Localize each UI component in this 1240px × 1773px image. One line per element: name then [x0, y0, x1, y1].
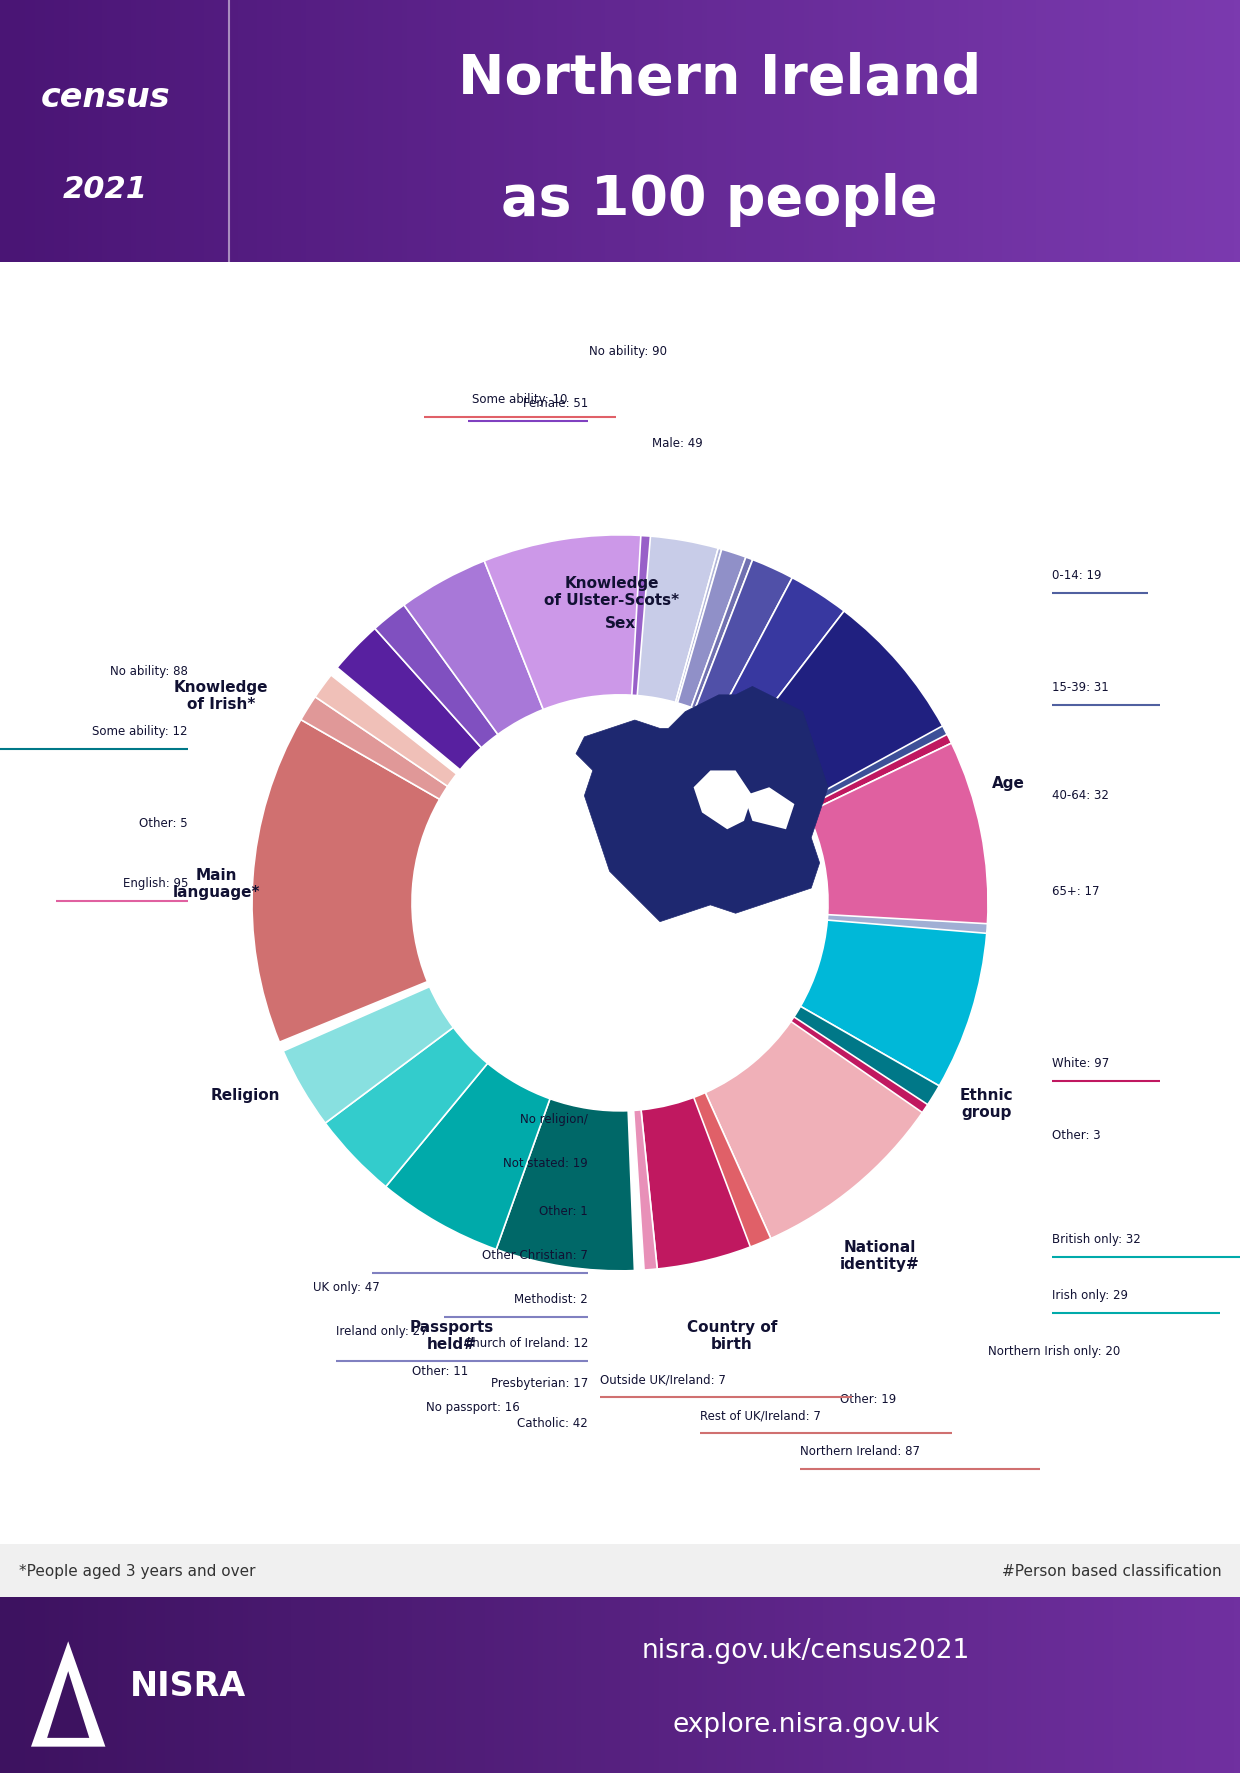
Wedge shape [496, 1099, 635, 1271]
Text: 40-64: 32: 40-64: 32 [1052, 789, 1109, 801]
Wedge shape [807, 743, 988, 924]
Text: census: census [41, 80, 170, 113]
Wedge shape [677, 550, 746, 707]
Text: Other: 5: Other: 5 [139, 817, 188, 830]
Wedge shape [374, 606, 498, 748]
Wedge shape [485, 535, 641, 711]
Text: Outside UK/Ireland: 7: Outside UK/Ireland: 7 [600, 1372, 725, 1385]
Polygon shape [577, 688, 828, 922]
Text: Other: 1: Other: 1 [539, 1204, 588, 1218]
Wedge shape [301, 697, 448, 800]
Text: Other Christian: 7: Other Christian: 7 [482, 1248, 588, 1262]
Wedge shape [325, 1028, 487, 1186]
Text: Church of Ireland: 12: Church of Ireland: 12 [464, 1337, 588, 1349]
Text: Northern Ireland: Northern Ireland [458, 51, 981, 106]
Wedge shape [252, 720, 440, 1043]
Text: Knowledge
of Irish*: Knowledge of Irish* [174, 679, 268, 711]
Text: Rest of UK/Ireland: 7: Rest of UK/Ireland: 7 [701, 1408, 821, 1422]
Text: Some ability: 12: Some ability: 12 [93, 725, 188, 738]
Wedge shape [404, 562, 543, 736]
Text: Age: Age [992, 777, 1025, 791]
Text: No ability: 88: No ability: 88 [110, 665, 188, 677]
Wedge shape [694, 560, 792, 720]
Text: #Person based classification: #Person based classification [1002, 1564, 1221, 1578]
Text: Northern Irish only: 20: Northern Irish only: 20 [988, 1344, 1120, 1358]
Wedge shape [706, 1021, 923, 1239]
Text: Female: 51: Female: 51 [523, 397, 588, 410]
Text: Sex: Sex [604, 615, 636, 631]
Text: Knowledge
of Ulster-Scots*: Knowledge of Ulster-Scots* [544, 574, 680, 608]
Wedge shape [621, 535, 765, 713]
Text: Not stated: 19: Not stated: 19 [503, 1156, 588, 1170]
Wedge shape [386, 1064, 551, 1250]
Text: Other: 11: Other: 11 [412, 1365, 467, 1378]
Text: White: 97: White: 97 [1052, 1057, 1110, 1069]
Text: explore.nisra.gov.uk: explore.nisra.gov.uk [672, 1711, 940, 1738]
Text: Other: 3: Other: 3 [1052, 1129, 1101, 1142]
Wedge shape [693, 1092, 771, 1246]
Wedge shape [820, 911, 988, 1007]
Text: National
identity#: National identity# [839, 1239, 920, 1271]
Polygon shape [744, 787, 795, 830]
Text: Ireland only: 27: Ireland only: 27 [336, 1324, 428, 1337]
Wedge shape [805, 736, 951, 814]
Wedge shape [794, 1007, 939, 1105]
Text: 0-14: 19: 0-14: 19 [1052, 569, 1101, 582]
Wedge shape [475, 535, 622, 713]
Wedge shape [801, 920, 987, 1087]
Text: *People aged 3 years and over: *People aged 3 years and over [19, 1564, 255, 1578]
Wedge shape [637, 537, 718, 704]
Text: Passports
held#: Passports held# [410, 1319, 494, 1351]
Wedge shape [641, 966, 971, 1269]
Wedge shape [755, 624, 956, 819]
Text: Other: 19: Other: 19 [839, 1392, 897, 1406]
Text: English: 95: English: 95 [123, 878, 188, 890]
Wedge shape [810, 754, 988, 918]
Wedge shape [315, 676, 456, 787]
Wedge shape [676, 550, 722, 704]
Text: Methodist: 2: Methodist: 2 [515, 1293, 588, 1305]
Text: Country of
birth: Country of birth [687, 1319, 777, 1351]
Text: Northern Ireland: 87: Northern Ireland: 87 [800, 1445, 920, 1457]
Text: as 100 people: as 100 people [501, 172, 937, 227]
Polygon shape [693, 771, 753, 830]
Wedge shape [707, 569, 858, 745]
Text: Irish only: 29: Irish only: 29 [1052, 1289, 1128, 1301]
Wedge shape [718, 578, 844, 739]
Text: British only: 32: British only: 32 [1052, 1232, 1141, 1246]
Text: 2021: 2021 [63, 174, 148, 204]
Text: Main
language*: Main language* [172, 867, 260, 899]
Text: No passport: 16: No passport: 16 [427, 1401, 520, 1413]
Wedge shape [337, 629, 481, 771]
Text: No ability: 90: No ability: 90 [589, 346, 667, 358]
Text: 65+: 17: 65+: 17 [1052, 885, 1100, 897]
Text: Catholic: 42: Catholic: 42 [517, 1417, 588, 1429]
Text: UK only: 47: UK only: 47 [314, 1280, 379, 1294]
Wedge shape [283, 988, 454, 1124]
Text: Religion: Religion [211, 1089, 280, 1103]
Wedge shape [746, 612, 942, 803]
Text: NISRA: NISRA [130, 1668, 247, 1702]
Text: No religion/: No religion/ [520, 1113, 588, 1126]
Wedge shape [634, 1110, 657, 1269]
Polygon shape [31, 1642, 105, 1746]
Text: Presbyterian: 17: Presbyterian: 17 [491, 1376, 588, 1390]
Text: 15-39: 31: 15-39: 31 [1052, 681, 1109, 693]
Text: Male: 49: Male: 49 [652, 438, 703, 450]
Text: Some ability: 10: Some ability: 10 [472, 394, 568, 406]
Text: nisra.gov.uk/census2021: nisra.gov.uk/census2021 [642, 1636, 970, 1663]
Wedge shape [691, 558, 753, 709]
Polygon shape [47, 1672, 89, 1738]
Text: Ethnic
group: Ethnic group [960, 1087, 1013, 1119]
